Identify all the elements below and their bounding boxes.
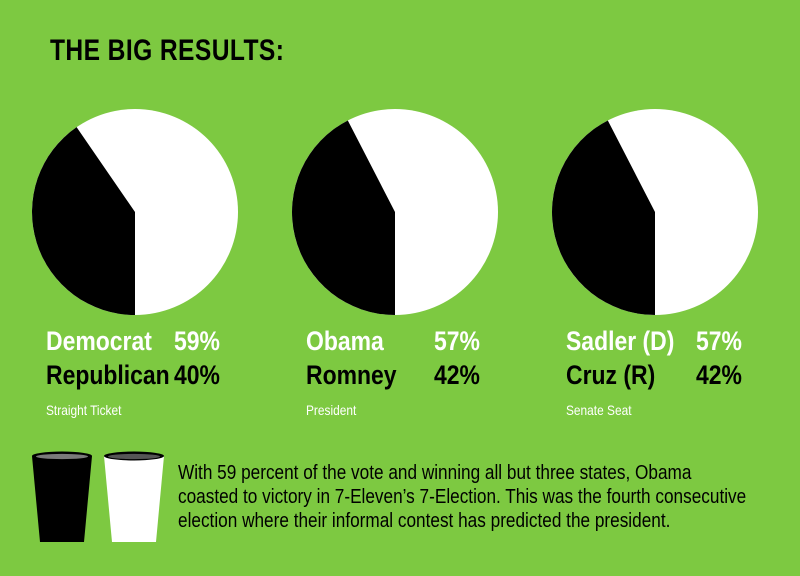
legend-senate-seat: Sadler (D) 57% Cruz (R) 42%: [566, 324, 766, 392]
legend-label: Sadler (D): [566, 326, 675, 356]
white-cup-icon: [104, 451, 164, 542]
description-line: coasted to victory in 7-Eleven’s 7-Elect…: [178, 486, 747, 508]
legend-label: Obama: [306, 326, 384, 356]
description-line: election where their informal contest ha…: [178, 510, 671, 532]
legend-value: 42%: [696, 360, 742, 390]
page-title: THE BIG RESULTS:: [50, 34, 285, 67]
legend-label: Democrat: [46, 326, 152, 356]
legend-label: Romney: [306, 360, 397, 390]
legend-row: Cruz (R) 42%: [566, 358, 766, 392]
pie-slice-republican: [31, 127, 136, 315]
description: With 59 percent of the vote and winning …: [178, 461, 778, 533]
legend-row: Sadler (D) 57%: [566, 324, 766, 358]
pie-slice-cruz-r: [551, 120, 655, 315]
black-cup-icon: [32, 451, 92, 542]
legend-straight-ticket: Democrat 59% Republican 40%: [46, 324, 246, 392]
legend-row: Romney 42%: [306, 358, 506, 392]
legend-value: 40%: [174, 360, 220, 390]
legend-label: Republican: [46, 360, 170, 390]
legend-row: Democrat 59%: [46, 324, 246, 358]
chart-caption: Senate Seat: [566, 402, 632, 418]
chart-caption: Straight Ticket: [46, 402, 122, 418]
chart-caption: President: [306, 402, 357, 418]
description-line: With 59 percent of the vote and winning …: [178, 462, 692, 484]
legend-value: 57%: [696, 326, 742, 356]
legend-value: 59%: [174, 326, 220, 356]
legend-value: 42%: [434, 360, 480, 390]
legend-president: Obama 57% Romney 42%: [306, 324, 506, 392]
cups-illustration: [32, 451, 164, 542]
legend-label: Cruz (R): [566, 360, 656, 390]
legend-value: 57%: [434, 326, 480, 356]
legend-row: Republican 40%: [46, 358, 246, 392]
legend-row: Obama 57%: [306, 324, 506, 358]
pie-slice-romney: [292, 120, 395, 315]
